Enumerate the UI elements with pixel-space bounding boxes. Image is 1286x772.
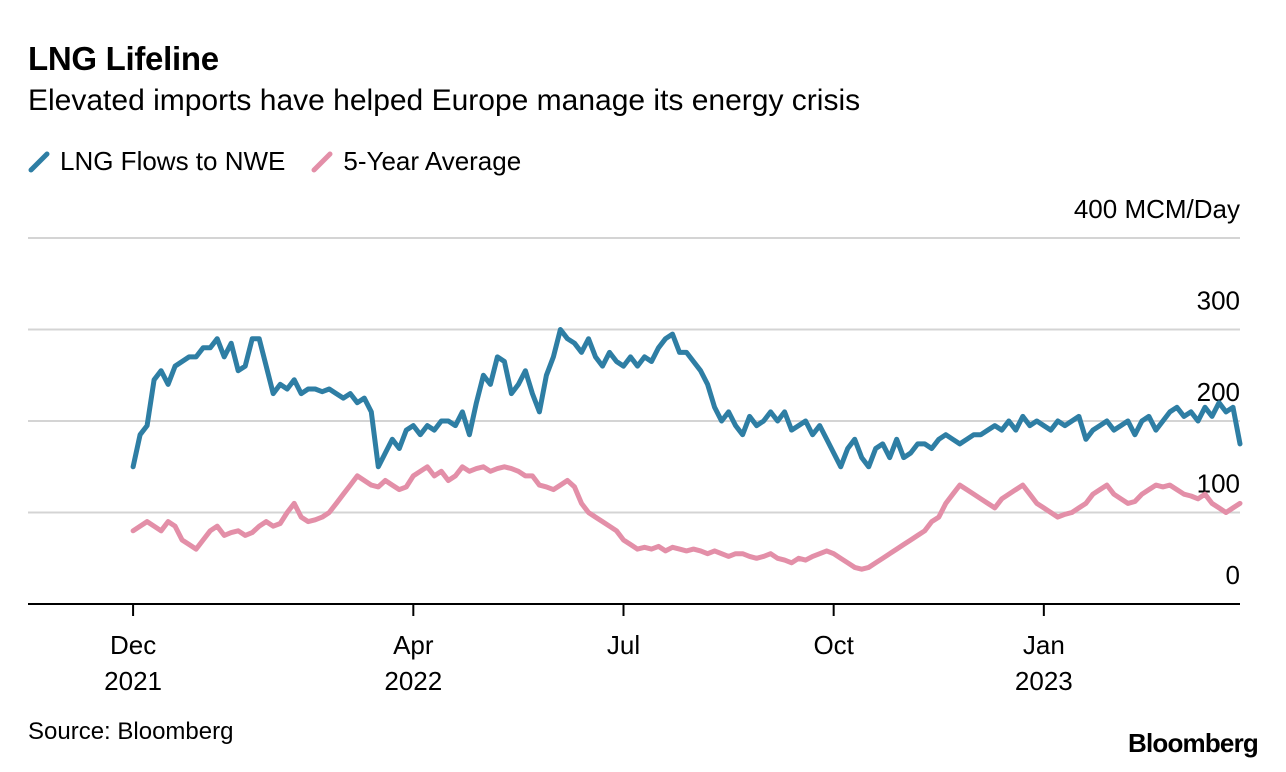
source-note: Source: Bloomberg bbox=[28, 718, 234, 745]
bloomberg-logo: Bloomberg bbox=[1127, 728, 1259, 758]
x-tick-year-label: 2023 bbox=[1015, 666, 1073, 696]
series-line-5yr-average bbox=[130, 464, 1243, 572]
y-tick-label: 400 MCM/Day bbox=[1074, 194, 1240, 224]
x-tick-year-label: 2021 bbox=[104, 666, 162, 696]
legend-item-avg: 5-Year Average bbox=[311, 146, 521, 177]
x-tick-label: Jan bbox=[1023, 630, 1065, 660]
legend-item-lng: LNG Flows to NWE bbox=[28, 146, 285, 177]
legend-label-avg: 5-Year Average bbox=[343, 146, 522, 176]
x-tick-label: Oct bbox=[813, 630, 854, 660]
x-tick-label: Dec bbox=[110, 630, 156, 660]
series-line-lng-flows bbox=[130, 327, 1243, 470]
x-tick-year-label: 2022 bbox=[384, 666, 442, 696]
y-tick-label: 300 bbox=[1197, 286, 1240, 316]
chart-title: LNG Lifeline bbox=[28, 40, 219, 77]
y-tick-label: 0 bbox=[1226, 560, 1240, 590]
chart-subtitle: Elevated imports have helped Europe mana… bbox=[28, 84, 861, 117]
x-tick-label: Apr bbox=[393, 630, 434, 660]
legend-swatch-avg bbox=[311, 151, 333, 172]
legend: LNG Flows to NWE 5-Year Average bbox=[28, 146, 547, 177]
legend-swatch-lng bbox=[28, 151, 50, 172]
legend-label-lng: LNG Flows to NWE bbox=[60, 146, 286, 176]
x-tick-label: Jul bbox=[607, 630, 640, 660]
